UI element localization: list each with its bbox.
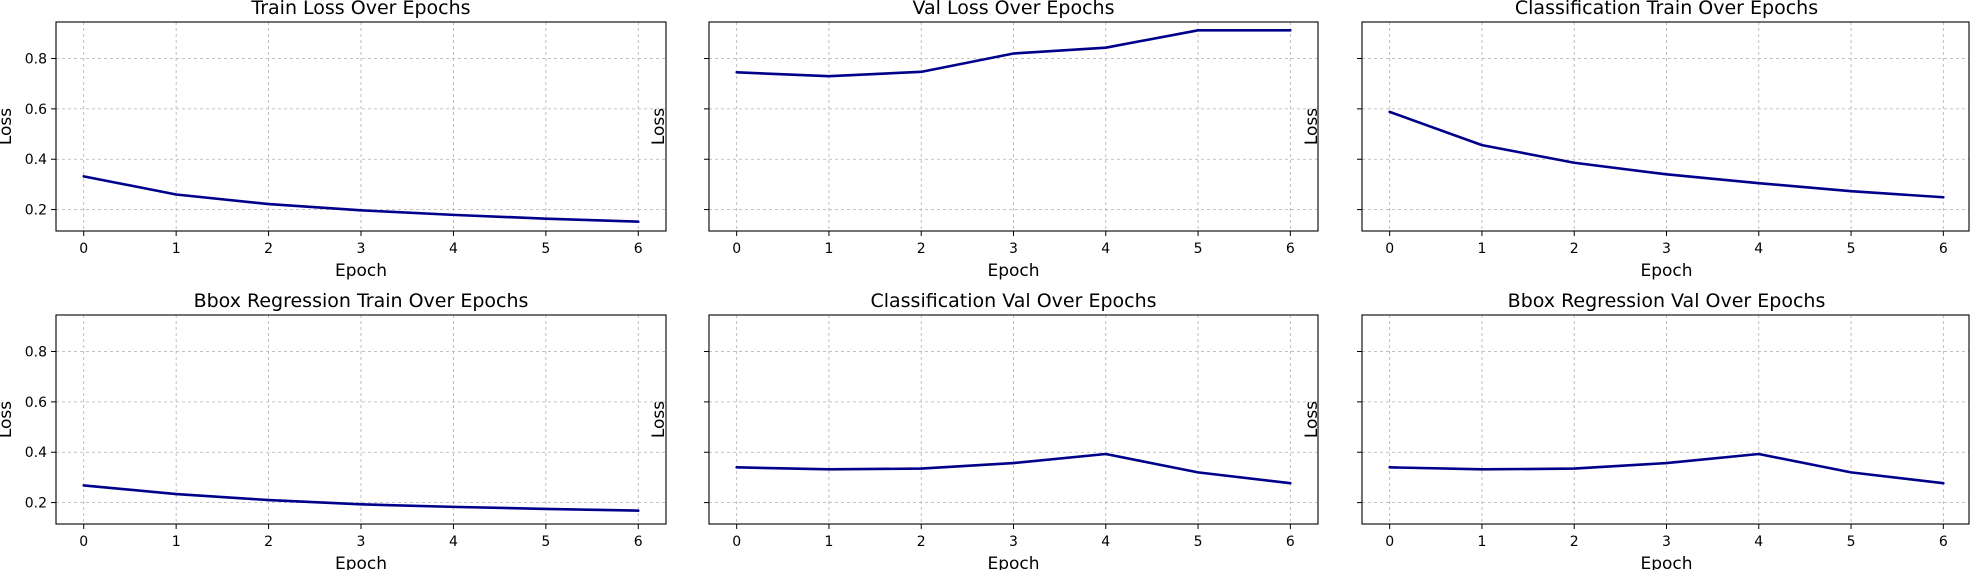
- series-line: [735, 29, 1292, 78]
- x-tick-label: 1: [1477, 241, 1486, 257]
- x-tick-label: 2: [264, 534, 273, 550]
- y-tick-label: 0.2: [25, 203, 47, 219]
- x-tick-label: 3: [357, 241, 366, 257]
- y-axis-label: Loss: [649, 401, 669, 438]
- x-tick-label: 2: [917, 241, 926, 257]
- series-line: [82, 484, 640, 512]
- y-axis-label: Loss: [1302, 401, 1322, 438]
- x-tick-label: 4: [1101, 241, 1110, 257]
- x-tick-label: 3: [357, 534, 366, 550]
- x-axis-label: Epoch: [1640, 261, 1692, 281]
- x-tick-label: 2: [917, 534, 926, 550]
- y-axis-label: Loss: [0, 108, 16, 145]
- x-tick-label: 6: [1939, 241, 1948, 257]
- x-tick-label: 6: [1939, 534, 1948, 550]
- x-tick-label: 2: [1570, 241, 1579, 257]
- chart-title: Bbox Regression Train Over Epochs: [194, 290, 529, 312]
- x-tick-label: 5: [1847, 534, 1856, 550]
- y-tick-label: 0.6: [25, 102, 47, 118]
- x-tick-label: 1: [1477, 534, 1486, 550]
- x-tick-label: 4: [1754, 241, 1763, 257]
- x-axis-label: Epoch: [1640, 554, 1692, 570]
- x-tick-label: 6: [1286, 534, 1295, 550]
- x-tick-label: 4: [449, 241, 458, 257]
- series-line: [1388, 452, 1945, 485]
- x-tick-label: 6: [634, 534, 643, 550]
- subplot-bbox-regression-train: 0 1 2 3 4 5 6 0.2 0.4 0.6 0.8 Bbox Regression Train…: [0, 290, 667, 570]
- x-tick-label: 0: [732, 241, 741, 257]
- y-axis-label: Loss: [0, 401, 16, 438]
- x-tick-label: 0: [732, 534, 741, 550]
- x-tick-label: 5: [1194, 534, 1203, 550]
- y-tick-label: 0.6: [25, 395, 47, 411]
- y-tick-label: 0.2: [25, 496, 47, 512]
- x-axis-label: Epoch: [335, 554, 387, 570]
- x-tick-label: 6: [1286, 241, 1295, 257]
- x-tick-label: 0: [1385, 241, 1394, 257]
- subplot-val-loss: 0 1 2 3 4 5 6 Val Loss Over Epochs Epoch Loss: [649, 0, 1319, 281]
- x-tick-label: 0: [79, 534, 88, 550]
- x-tick-label: 5: [1194, 241, 1203, 257]
- x-tick-label: 1: [172, 241, 181, 257]
- x-tick-label: 3: [1009, 241, 1018, 257]
- chart-title: Classification Val Over Epochs: [870, 290, 1156, 312]
- axes-frame: [1361, 21, 1970, 232]
- x-axis-label: Epoch: [987, 261, 1039, 281]
- x-tick-label: 4: [1754, 534, 1763, 550]
- series-line: [735, 452, 1292, 485]
- x-tick-label: 6: [634, 241, 643, 257]
- x-tick-label: 3: [1009, 534, 1018, 550]
- x-tick-label: 4: [449, 534, 458, 550]
- chart-title: Val Loss Over Epochs: [912, 0, 1114, 19]
- x-tick-label: 0: [1385, 534, 1394, 550]
- x-tick-label: 1: [824, 534, 833, 550]
- x-tick-label: 4: [1101, 534, 1110, 550]
- y-tick-label: 0.4: [25, 152, 47, 168]
- subplot-classification-train: 0 1 2 3 4 5 6 Classification Train Over Epochs E…: [1302, 0, 1970, 281]
- x-tick-label: 1: [824, 241, 833, 257]
- subplot-train-loss: 0 1 2 3 4 5 6 0.2 0.4 0.6 0.8 Train Loss Over Epoch…: [0, 0, 667, 281]
- x-tick-label: 5: [1847, 241, 1856, 257]
- subplot-classification-val: 0 1 2 3 4 5 6 Classification Val Over Epochs Epo…: [649, 290, 1319, 570]
- x-tick-label: 3: [1662, 241, 1671, 257]
- chart-title: Bbox Regression Val Over Epochs: [1508, 290, 1826, 312]
- axes-frame: [1361, 314, 1970, 525]
- x-axis-label: Epoch: [335, 261, 387, 281]
- x-tick-label: 2: [264, 241, 273, 257]
- y-tick-label: 0.8: [25, 52, 47, 68]
- y-tick-label: 0.8: [25, 345, 47, 361]
- x-tick-label: 2: [1570, 534, 1579, 550]
- x-tick-label: 5: [541, 534, 550, 550]
- y-tick-label: 0.4: [25, 445, 47, 461]
- x-tick-label: 1: [172, 534, 181, 550]
- x-tick-label: 3: [1662, 534, 1671, 550]
- series-line: [82, 175, 640, 223]
- subplot-bbox-regression-val: 0 1 2 3 4 5 6 Bbox Regression Val Over Epochs Ep…: [1302, 290, 1970, 570]
- x-axis-label: Epoch: [987, 554, 1039, 570]
- chart-title: Train Loss Over Epochs: [250, 0, 470, 19]
- x-tick-label: 0: [79, 241, 88, 257]
- chart-title: Classification Train Over Epochs: [1515, 0, 1818, 19]
- x-tick-label: 5: [541, 241, 550, 257]
- y-axis-label: Loss: [649, 108, 669, 145]
- series-line: [1388, 110, 1945, 199]
- y-axis-label: Loss: [1302, 108, 1322, 145]
